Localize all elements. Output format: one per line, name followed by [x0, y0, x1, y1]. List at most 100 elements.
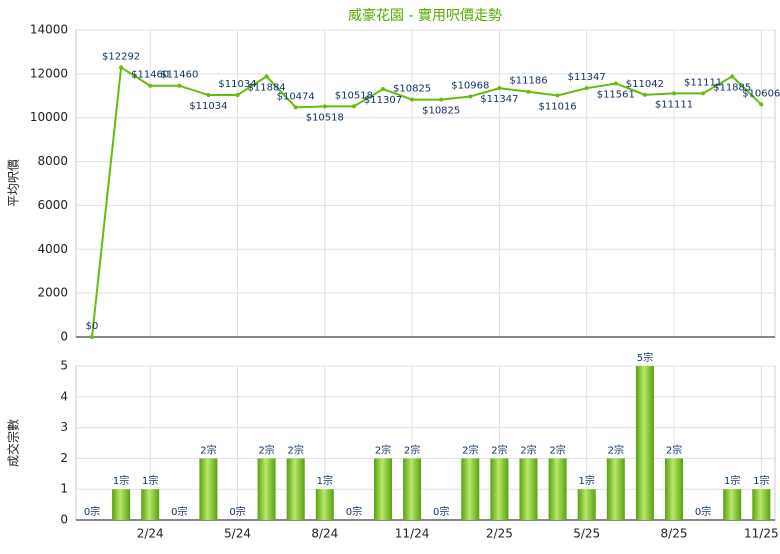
y-tick-label: 2000: [37, 286, 68, 300]
value-label: $10825: [393, 84, 431, 95]
bar: [257, 458, 276, 520]
value-label: $11111: [655, 99, 693, 110]
bar: [403, 458, 422, 520]
value-label: 0宗: [171, 505, 187, 518]
value-label: $11884: [248, 82, 286, 93]
value-label: $11561: [597, 89, 635, 100]
point: [148, 83, 153, 88]
value-label: $11347: [480, 94, 518, 105]
point: [555, 93, 560, 98]
y-axis-title: 平均呎價: [7, 159, 21, 207]
bar: [461, 458, 480, 520]
y-tick-label: 4000: [37, 242, 68, 256]
point: [642, 92, 647, 97]
bar: [141, 489, 160, 520]
y-tick-label: 2: [60, 451, 68, 465]
bar: [374, 458, 392, 520]
point: [672, 91, 676, 96]
value-label: $10968: [451, 80, 489, 91]
y-tick-label: 4: [60, 389, 68, 403]
value-label: 1宗: [113, 474, 129, 487]
value-label: $11034: [218, 79, 256, 90]
bar: [199, 458, 218, 520]
value-label: $11034: [189, 101, 227, 112]
value-label: $11186: [509, 76, 547, 87]
y-tick-label: 8000: [37, 154, 68, 168]
value-label: 2宗: [520, 443, 536, 456]
bar: [490, 458, 509, 520]
point: [439, 97, 444, 102]
value-label: $11885: [713, 82, 751, 93]
value-label: 1宗: [317, 474, 333, 487]
point: [613, 81, 618, 86]
point: [235, 93, 240, 98]
point: [468, 94, 473, 99]
value-label: 2宗: [491, 443, 507, 456]
value-label: $10825: [422, 106, 460, 117]
y-tick-label: 12000: [30, 66, 68, 80]
bar: [315, 489, 334, 520]
value-label: $11042: [626, 79, 664, 90]
y-axis-title: 成交宗數: [6, 419, 21, 467]
value-label: 1宗: [753, 474, 769, 487]
value-label: 2宗: [200, 443, 216, 456]
x-tick-label: 2/25: [486, 527, 513, 541]
x-tick-label: 5/24: [224, 527, 251, 541]
point: [264, 74, 269, 79]
point: [206, 93, 211, 98]
value-label: $11016: [539, 101, 577, 112]
bar: [112, 489, 131, 520]
chart-title: 威豪花園 - 實用呎價走勢: [348, 7, 502, 24]
value-label: $12292: [102, 51, 140, 62]
bar: [665, 458, 683, 520]
bar: [286, 458, 305, 520]
x-tick-label: 2/24: [137, 527, 164, 541]
value-label: 2宗: [375, 443, 391, 456]
x-tick-label: 11/24: [395, 527, 430, 541]
value-label: $10606: [742, 88, 780, 99]
point: [351, 104, 356, 109]
point: [119, 65, 124, 70]
value-label: $11307: [364, 95, 402, 106]
value-label: $11347: [568, 72, 606, 83]
value-label: 1宗: [724, 474, 740, 487]
y-tick-label: 10000: [30, 110, 68, 124]
value-label: 2宗: [549, 443, 565, 456]
value-label: 0宗: [84, 505, 100, 518]
bar: [752, 489, 771, 520]
y-tick-label: 14000: [30, 23, 68, 37]
point: [381, 87, 385, 92]
bar: [635, 366, 654, 520]
y-tick-label: 5: [60, 359, 68, 373]
bar: [606, 458, 625, 520]
y-tick-label: 0: [60, 513, 68, 527]
y-tick-label: 1: [60, 482, 68, 496]
value-label: 5宗: [637, 351, 653, 364]
point: [759, 102, 764, 107]
y-tick-label: 3: [60, 420, 68, 434]
value-label: 1宗: [579, 474, 595, 487]
value-label: 2宗: [404, 443, 420, 456]
point: [730, 74, 735, 79]
value-label: $10518: [335, 90, 373, 101]
bar: [519, 458, 538, 520]
y-tick-label: 6000: [37, 198, 68, 212]
value-label: $11460: [131, 70, 169, 81]
value-label: 0宗: [346, 505, 362, 518]
value-label: 2宗: [258, 443, 274, 456]
value-label: $0: [86, 321, 99, 332]
value-label: $10518: [306, 112, 344, 123]
value-label: 0宗: [229, 505, 245, 518]
point: [410, 97, 415, 102]
point: [322, 104, 327, 109]
point: [701, 91, 706, 96]
value-label: 0宗: [695, 505, 711, 518]
value-label: $11460: [160, 70, 198, 81]
point: [526, 89, 531, 94]
value-label: 1宗: [142, 474, 158, 487]
value-label: 2宗: [288, 443, 304, 456]
point: [293, 105, 298, 110]
x-tick-label: 11/25: [744, 527, 779, 541]
x-tick-label: 8/24: [311, 527, 338, 541]
